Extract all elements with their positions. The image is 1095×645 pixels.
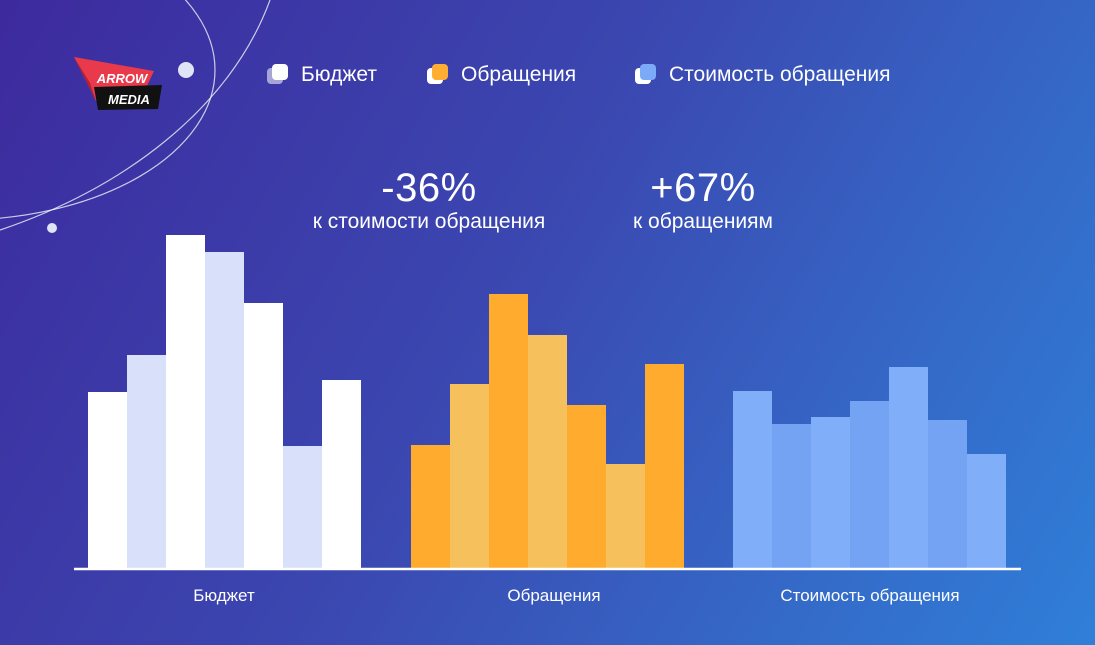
bar-inquiries-3: [489, 294, 528, 569]
orbit-line-inner: [0, 0, 271, 231]
stat-inquiries-change-value: +67%: [650, 166, 756, 210]
bar-budget-3: [166, 235, 205, 569]
orbit-dot-small: [47, 223, 57, 233]
bar-cost-6: [928, 420, 967, 569]
bar-cost-4: [850, 401, 889, 569]
stat-cost-change: -36% к стоимости обращения: [294, 168, 564, 234]
orbit-dot-large: [178, 62, 194, 78]
x-label-cost: Стоимость обращения: [780, 586, 960, 605]
legend-item-budget: Бюджет: [265, 62, 377, 88]
cost-legend-icon: [635, 64, 656, 84]
bar-inquiries-4: [528, 335, 567, 569]
stat-cost-change-value: -36%: [381, 166, 477, 210]
legend-label-budget: Бюджет: [301, 63, 377, 86]
stat-cost-change-description: к стоимости обращения: [312, 210, 546, 233]
x-label-inquiries: Обращения: [507, 586, 601, 605]
stat-inquiries-change: +67% к обращениям: [598, 168, 808, 234]
arrow-media-logo: ARROW MEDIA: [74, 57, 162, 110]
orbit-line-outer: [0, 0, 216, 219]
bar-inquiries-6: [606, 464, 645, 569]
bar-cost-5: [889, 367, 928, 569]
legend-item-inquiries: Обращения: [425, 62, 576, 88]
bar-cost-2: [772, 424, 811, 569]
inquiries-legend-icon: [427, 64, 448, 84]
bar-cost-1: [733, 391, 772, 569]
bar-budget-2: [127, 355, 166, 569]
budget-legend-icon: [267, 64, 288, 84]
bar-budget-6: [283, 446, 322, 569]
legend-label-inquiries: Обращения: [461, 63, 577, 86]
bar-budget-1: [88, 392, 127, 569]
bar-cost-7: [967, 454, 1006, 569]
bar-budget-7: [322, 380, 361, 569]
bar-inquiries-5: [567, 405, 606, 569]
stat-inquiries-change-description: к обращениям: [633, 210, 773, 233]
bar-budget-5: [244, 303, 283, 569]
bar-budget-4: [205, 252, 244, 569]
x-label-budget: Бюджет: [193, 586, 255, 605]
legend-label-cost: Стоимость обращения: [669, 63, 891, 86]
bar-inquiries-7: [645, 364, 684, 569]
logo-text-arrow: ARROW: [96, 71, 149, 86]
bar-inquiries-1: [411, 445, 450, 569]
legend-item-cost: Стоимость обращения: [633, 62, 890, 88]
bar-inquiries-2: [450, 384, 489, 569]
logo-text-media: MEDIA: [108, 92, 150, 107]
bar-cost-3: [811, 417, 850, 569]
